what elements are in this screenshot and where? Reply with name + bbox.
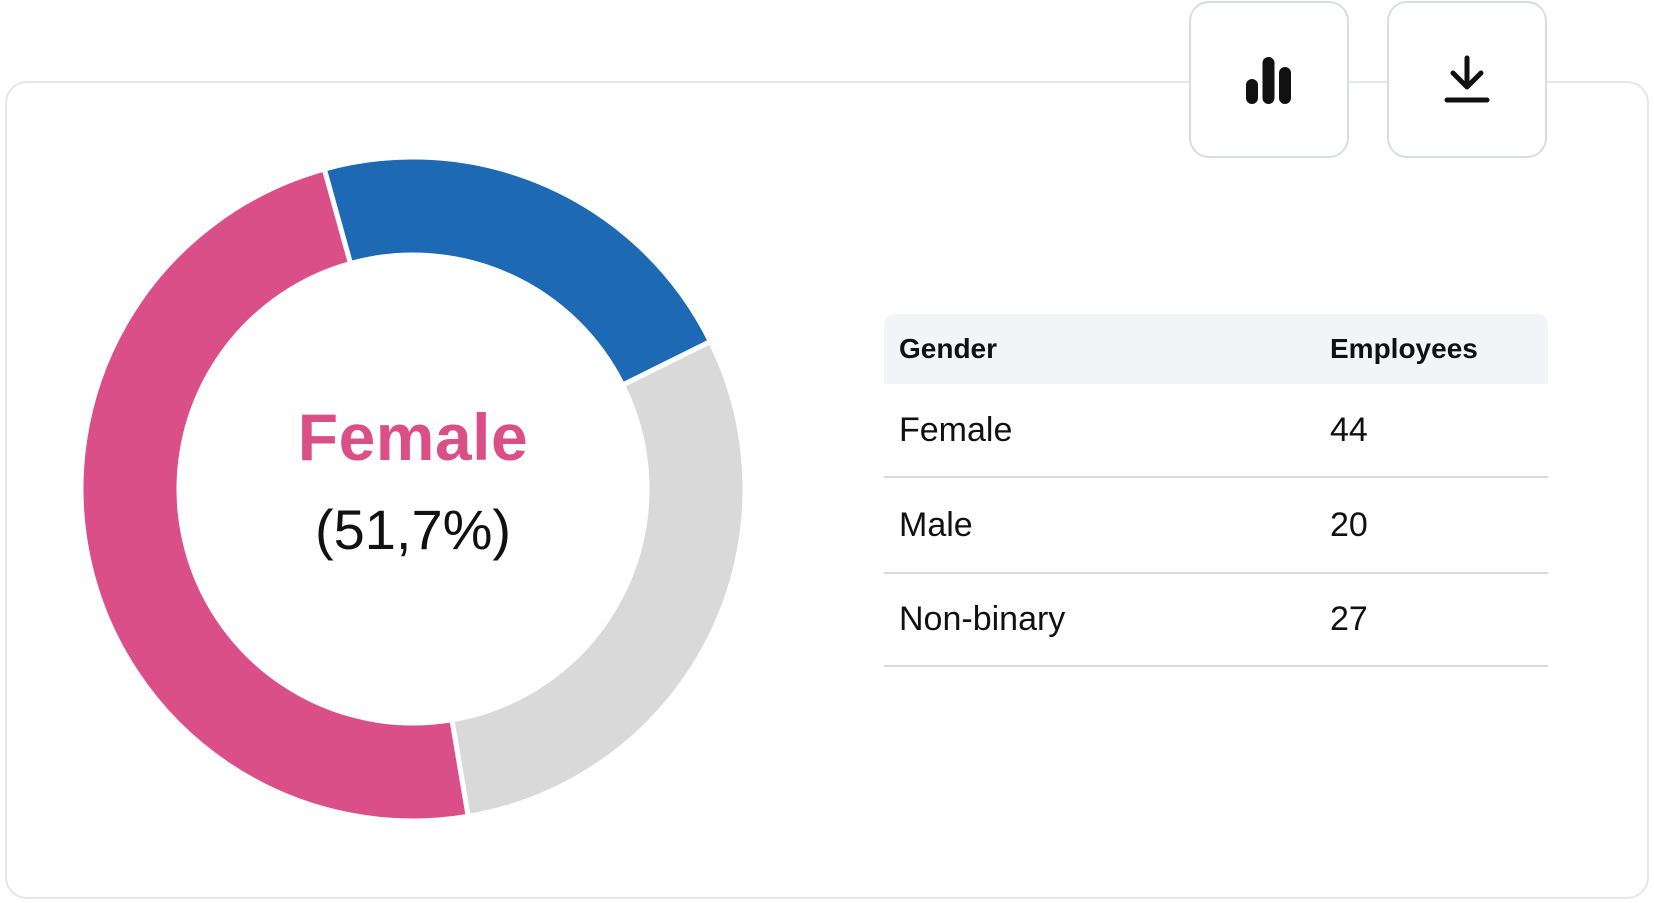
table-row: Male 20 — [884, 478, 1548, 574]
cell-gender: Non-binary — [899, 600, 1066, 638]
cell-gender: Female — [899, 410, 1013, 449]
bar-chart-icon — [1246, 56, 1291, 104]
donut-slice-non-binary[interactable] — [449, 338, 748, 820]
donut-slice-male[interactable] — [321, 154, 714, 389]
cell-employees: 20 — [1330, 505, 1368, 544]
cell-gender: Male — [899, 505, 973, 544]
cell-employees: 27 — [1330, 600, 1368, 638]
donut-chart — [78, 154, 748, 824]
download-icon — [1444, 55, 1490, 102]
header-gender: Gender — [899, 333, 998, 364]
table-row: Female 44 — [884, 384, 1548, 478]
download-button[interactable] — [1387, 1, 1547, 158]
donut-slice-female[interactable] — [78, 165, 472, 824]
header-employees: Employees — [1330, 333, 1478, 364]
table-row: Non-binary 27 — [884, 574, 1548, 667]
donut-svg — [78, 154, 748, 824]
table-header: Gender Employees — [884, 314, 1548, 384]
data-table: Gender Employees Female 44 Male 20 Non-b… — [884, 314, 1548, 667]
cell-employees: 44 — [1330, 410, 1368, 449]
chart-type-button[interactable] — [1189, 1, 1349, 158]
